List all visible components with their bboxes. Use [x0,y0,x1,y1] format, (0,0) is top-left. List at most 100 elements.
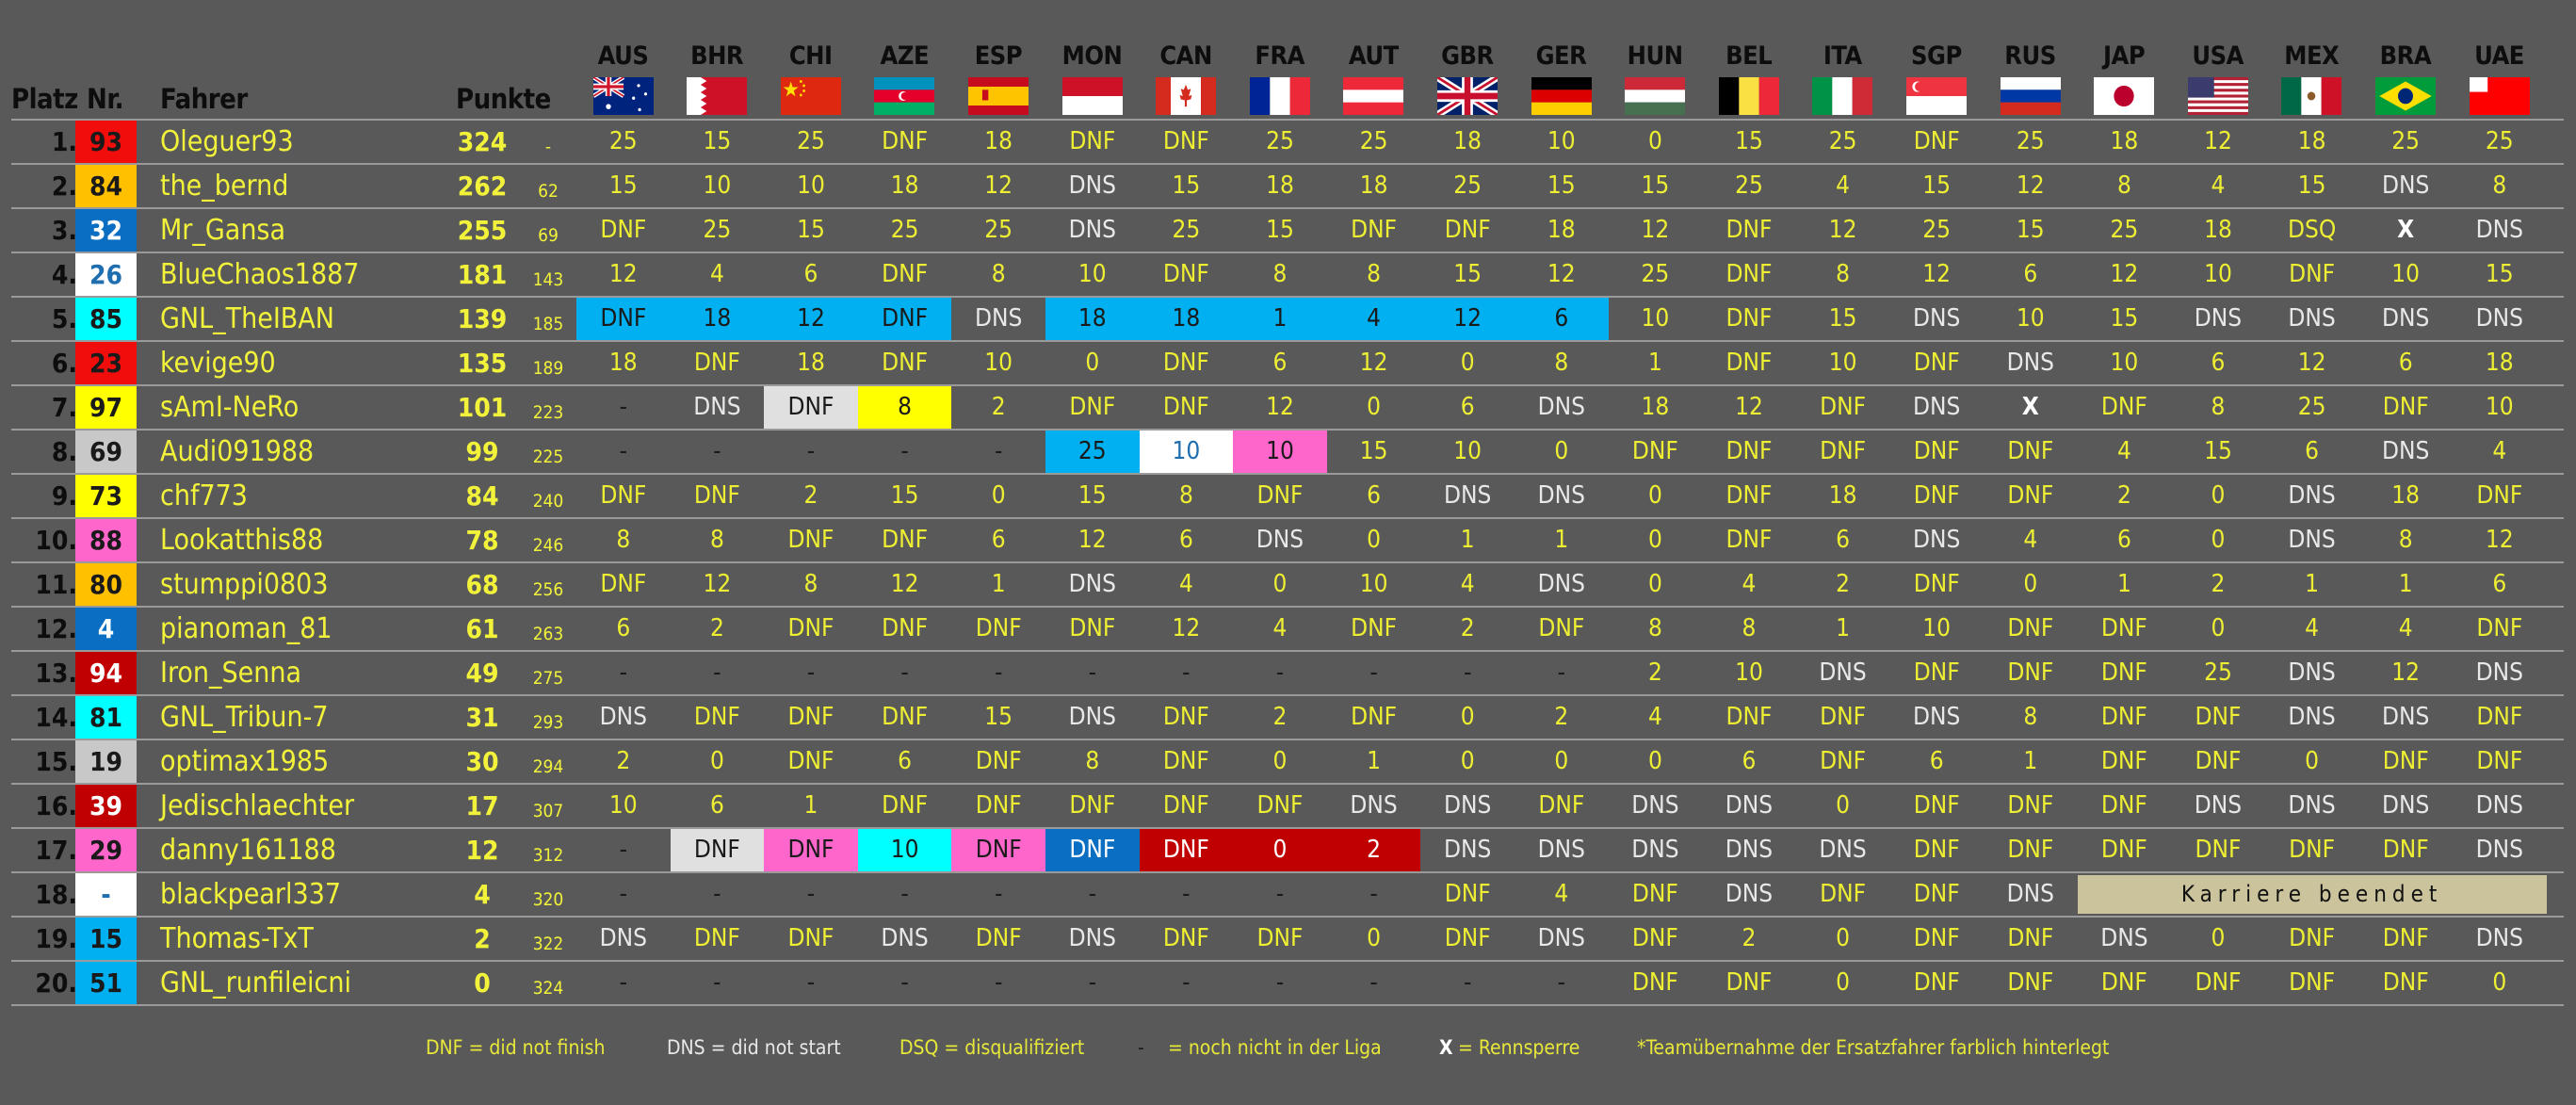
race-result-ger: DNF [1538,614,1585,642]
race-result-bhr: DNF [693,349,740,377]
race-result-aus: DNS [599,703,647,731]
race-header-gbr: GBR [1420,41,1514,115]
standings-table: 1. 93 Oleguer93 324-25 15 25 DNF 18 DNF DNF 25 25 18… [11,119,2564,1006]
race-result-aus: 18 [608,349,638,377]
points: 84 [465,480,499,512]
race-result-aze: - [900,437,909,465]
race-result-bel: DNF [1725,526,1773,554]
race-header-ita: ITA [1796,41,1889,115]
race-result-chi: 25 [797,127,825,155]
race-result-aut: 18 [1359,171,1388,200]
race-header-chi: CHI [764,41,857,115]
race-result-rus: X [2021,393,2039,421]
points: 68 [465,569,499,600]
race-result-mex: DNF [2289,968,2336,997]
table-row: 6. 23 kevige90 135 189 18 DNF 18 DNF 10 0 DNF 6 12 0 8 1… [11,340,2564,384]
race-result-bel: 6 [1742,747,1757,775]
race-result-can: - [1182,658,1191,687]
race-result-sgp: DNF [1913,791,1960,820]
table-row: 11. 80 stumppi0803 68 256 DNF 12 8 12 1 DNS 4 0 10 4 DN… [11,561,2564,606]
race-result-aut: - [1369,658,1378,687]
race-result-aus: - [619,836,628,864]
race-result-jap: DNF [2100,968,2147,997]
race-result-mon: DNF [1069,791,1116,820]
race-result-ger: 15 [1547,171,1576,200]
driver-name: optimax1985 [160,745,330,778]
position: 18. [35,879,77,910]
race-result-bhr: 6 [709,791,724,820]
race-result-usa: 0 [2211,481,2226,510]
race-result-bel: DNF [1725,481,1773,510]
points-gap: 256 [532,579,564,600]
race-result-mon: 12 [1077,526,1107,554]
race-result-aze: DNF [882,703,929,731]
race-result-mon: DNS [1068,216,1116,244]
race-result-bhr: - [713,658,721,687]
driver-name: chf773 [160,479,248,512]
race-header-esp: ESP [951,41,1045,115]
race-result-usa: DNF [2195,703,2242,731]
race-result-esp: - [994,880,1003,908]
race-result-aze: 6 [898,747,913,775]
race-result-uae: DNS [2475,791,2523,820]
race-result-ger: DNS [1537,836,1585,864]
race-code: FRA [1255,41,1304,71]
race-result-bra: DNF [2382,747,2429,775]
race-result-chi: - [806,968,816,997]
points: 61 [465,613,499,644]
race-result-bel: DNS [1725,880,1774,908]
race-result-mex: 4 [2305,614,2320,642]
race-result-chi: - [806,437,816,465]
points-gap: 185 [532,314,564,334]
race-result-can: 15 [1172,171,1201,200]
race-result-aus: - [619,880,628,908]
race-result-esp: DNF [975,924,1022,952]
race-result-ger: 0 [1554,747,1569,775]
race-result-sgp: DNF [1913,481,1960,510]
driver-name: Thomas-TxT [160,922,314,955]
race-result-gbr: 2 [1460,614,1475,642]
race-result-usa: 0 [2211,924,2226,952]
race-result-mon: - [1088,658,1097,687]
race-header-can: CAN [1140,41,1233,115]
race-result-ita: DNS [1819,836,1867,864]
race-result-can: 4 [1178,570,1193,598]
race-result-mex: 18 [2297,127,2326,155]
race-result-aus: 25 [608,127,638,155]
table-row: 1. 93 Oleguer93 324 - 25 15 25 DNF 18 DNF DNF 25 25 18… [11,119,2564,163]
position: 12. [35,613,77,644]
car-number-badge: 84 [75,165,137,207]
race-result-bel: 25 [1735,171,1763,200]
race-result-ger: DNS [1537,481,1585,510]
race-result-usa: 18 [2204,216,2232,244]
race-result-mon: 25 [1045,431,1140,473]
germany-flag-icon [1531,77,1592,115]
race-result-can: - [1182,880,1191,908]
race-result-bel: 2 [1742,924,1757,952]
race-result-aze: DNF [882,526,929,554]
race-result-aze: DNF [882,791,929,820]
race-result-ita: 4 [1836,171,1851,200]
race-result-mex: 0 [2305,747,2320,775]
race-result-can: DNF [1162,791,1209,820]
race-result-sgp: DNF [1913,924,1960,952]
points: 139 [457,303,508,334]
race-result-aut: 6 [1367,481,1382,510]
race-result-chi: 8 [803,570,818,598]
driver-name: pianoman_81 [160,612,332,645]
race-result-sgp: DNS [1913,526,1961,554]
race-result-uae: DNF [2476,614,2523,642]
position: 3. [51,215,77,246]
position: 5. [51,303,77,334]
race-result-fra: DNS [1256,526,1304,554]
race-result-aus: DNF [600,570,647,598]
race-result-sgp: DNF [1913,968,1960,997]
race-result-ger: DNS [1537,924,1585,952]
race-result-mex: DSQ [2287,216,2337,244]
race-result-aut: DNF [1351,703,1398,731]
race-result-bel: 10 [1735,658,1763,687]
race-result-mon: DNF [1069,614,1116,642]
race-result-esp: - [994,437,1003,465]
race-result-ger: DNF [1538,791,1585,820]
australia-flag-icon [592,77,654,115]
